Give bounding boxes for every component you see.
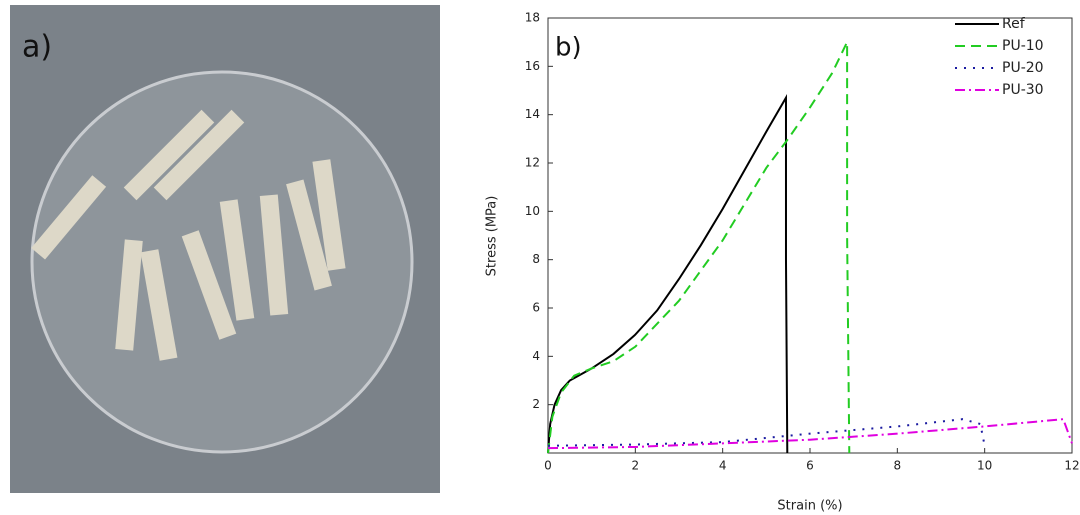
x-tick-label: 2 xyxy=(632,459,640,473)
series-line xyxy=(547,94,789,454)
panel-label: a) xyxy=(22,30,52,65)
y-tick-label: 16 xyxy=(525,59,540,73)
legend-label: PU-20 xyxy=(1002,60,1044,76)
x-axis-label: Strain (%) xyxy=(777,499,842,514)
x-tick-label: 12 xyxy=(1064,459,1079,473)
y-tick-label: 6 xyxy=(532,301,540,315)
x-tick-label: 6 xyxy=(806,459,814,473)
y-tick-label: 12 xyxy=(525,156,540,170)
y-tick-label: 4 xyxy=(532,349,540,363)
y-tick-label: 8 xyxy=(532,252,540,266)
legend-label: PU-30 xyxy=(1002,82,1044,98)
series-line xyxy=(547,418,986,447)
y-tick-label: 10 xyxy=(525,204,540,218)
x-tick-label: 8 xyxy=(894,459,902,473)
x-tick-label: 0 xyxy=(544,459,552,473)
plot-frame xyxy=(547,17,1073,454)
series-line xyxy=(547,41,851,454)
panel-label: b) xyxy=(555,33,582,63)
photo: a) xyxy=(10,5,440,493)
y-tick-label: 2 xyxy=(532,397,540,411)
legend-label: PU-10 xyxy=(1002,38,1044,54)
y-tick-label: 14 xyxy=(525,107,540,121)
series-line xyxy=(547,418,1073,450)
legend-label: Ref xyxy=(1002,16,1026,32)
y-axis-label: Stress (MPa) xyxy=(485,196,500,277)
x-tick-label: 10 xyxy=(977,459,992,473)
x-tick-label: 4 xyxy=(719,459,727,473)
y-tick-label: 18 xyxy=(525,11,540,25)
specimens xyxy=(31,109,346,361)
